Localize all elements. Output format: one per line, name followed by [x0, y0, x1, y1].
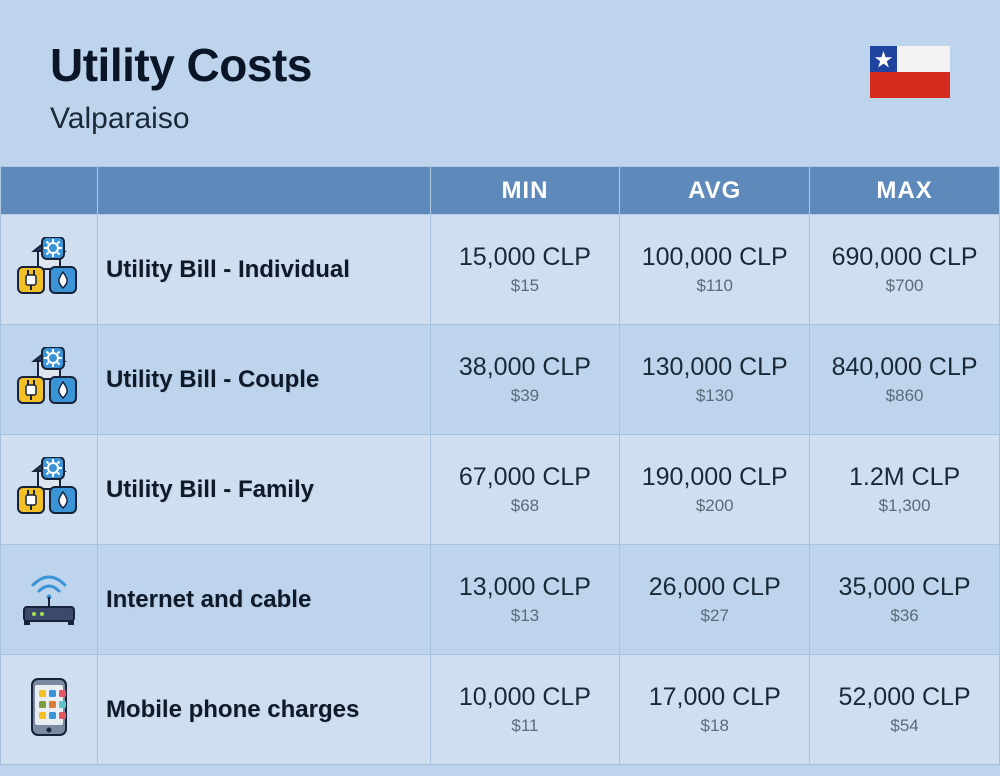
row-avg: 17,000 CLP $18 — [620, 655, 810, 765]
row-label: Utility Bill - Individual — [97, 215, 430, 325]
max-main: 690,000 CLP — [810, 243, 999, 272]
row-icon-cell — [1, 435, 98, 545]
utility-icon — [16, 237, 82, 297]
row-avg: 100,000 CLP $110 — [620, 215, 810, 325]
min-sub: $68 — [431, 496, 620, 516]
row-icon-cell — [1, 215, 98, 325]
max-sub: $860 — [810, 386, 999, 406]
min-sub: $11 — [431, 716, 620, 736]
row-min: 10,000 CLP $11 — [430, 655, 620, 765]
row-label: Mobile phone charges — [97, 655, 430, 765]
max-main: 1.2M CLP — [810, 463, 999, 492]
row-max: 35,000 CLP $36 — [810, 545, 1000, 655]
row-max: 690,000 CLP $700 — [810, 215, 1000, 325]
row-label: Utility Bill - Couple — [97, 325, 430, 435]
row-max: 52,000 CLP $54 — [810, 655, 1000, 765]
router-icon — [16, 567, 82, 627]
row-label: Utility Bill - Family — [97, 435, 430, 545]
row-icon-cell — [1, 655, 98, 765]
title-block: Utility Costs Valparaiso — [50, 38, 312, 136]
header: Utility Costs Valparaiso — [0, 0, 1000, 166]
row-icon-cell — [1, 325, 98, 435]
utility-icon — [16, 347, 82, 407]
col-avg: AVG — [620, 167, 810, 215]
min-sub: $13 — [431, 606, 620, 626]
avg-sub: $18 — [620, 716, 809, 736]
avg-main: 130,000 CLP — [620, 353, 809, 382]
max-main: 52,000 CLP — [810, 683, 999, 712]
col-label — [97, 167, 430, 215]
table-row: Mobile phone charges 10,000 CLP $11 17,0… — [1, 655, 1000, 765]
row-min: 38,000 CLP $39 — [430, 325, 620, 435]
min-main: 10,000 CLP — [431, 683, 620, 712]
max-main: 35,000 CLP — [810, 573, 999, 602]
row-min: 15,000 CLP $15 — [430, 215, 620, 325]
row-avg: 26,000 CLP $27 — [620, 545, 810, 655]
table-row: Utility Bill - Family 67,000 CLP $68 190… — [1, 435, 1000, 545]
page-subtitle: Valparaiso — [50, 102, 312, 136]
cost-table: MIN AVG MAX — [0, 166, 1000, 765]
col-min: MIN — [430, 167, 620, 215]
row-avg: 190,000 CLP $200 — [620, 435, 810, 545]
min-main: 38,000 CLP — [431, 353, 620, 382]
avg-main: 26,000 CLP — [620, 573, 809, 602]
min-sub: $39 — [431, 386, 620, 406]
table-row: Internet and cable 13,000 CLP $13 26,000… — [1, 545, 1000, 655]
max-sub: $1,300 — [810, 496, 999, 516]
page-title: Utility Costs — [50, 38, 312, 92]
max-sub: $700 — [810, 276, 999, 296]
min-main: 67,000 CLP — [431, 463, 620, 492]
utility-icon — [16, 457, 82, 517]
avg-sub: $200 — [620, 496, 809, 516]
avg-sub: $27 — [620, 606, 809, 626]
avg-main: 190,000 CLP — [620, 463, 809, 492]
row-label: Internet and cable — [97, 545, 430, 655]
row-max: 1.2M CLP $1,300 — [810, 435, 1000, 545]
table-row: Utility Bill - Couple 38,000 CLP $39 130… — [1, 325, 1000, 435]
row-avg: 130,000 CLP $130 — [620, 325, 810, 435]
col-icon — [1, 167, 98, 215]
max-sub: $54 — [810, 716, 999, 736]
max-main: 840,000 CLP — [810, 353, 999, 382]
row-min: 67,000 CLP $68 — [430, 435, 620, 545]
phone-icon — [16, 677, 82, 737]
row-min: 13,000 CLP $13 — [430, 545, 620, 655]
chile-flag-icon — [870, 46, 950, 98]
min-main: 13,000 CLP — [431, 573, 620, 602]
table-header-row: MIN AVG MAX — [1, 167, 1000, 215]
col-max: MAX — [810, 167, 1000, 215]
max-sub: $36 — [810, 606, 999, 626]
avg-sub: $110 — [620, 276, 809, 296]
avg-main: 17,000 CLP — [620, 683, 809, 712]
min-sub: $15 — [431, 276, 620, 296]
min-main: 15,000 CLP — [431, 243, 620, 272]
avg-main: 100,000 CLP — [620, 243, 809, 272]
table-row: Utility Bill - Individual 15,000 CLP $15… — [1, 215, 1000, 325]
avg-sub: $130 — [620, 386, 809, 406]
row-max: 840,000 CLP $860 — [810, 325, 1000, 435]
row-icon-cell — [1, 545, 98, 655]
